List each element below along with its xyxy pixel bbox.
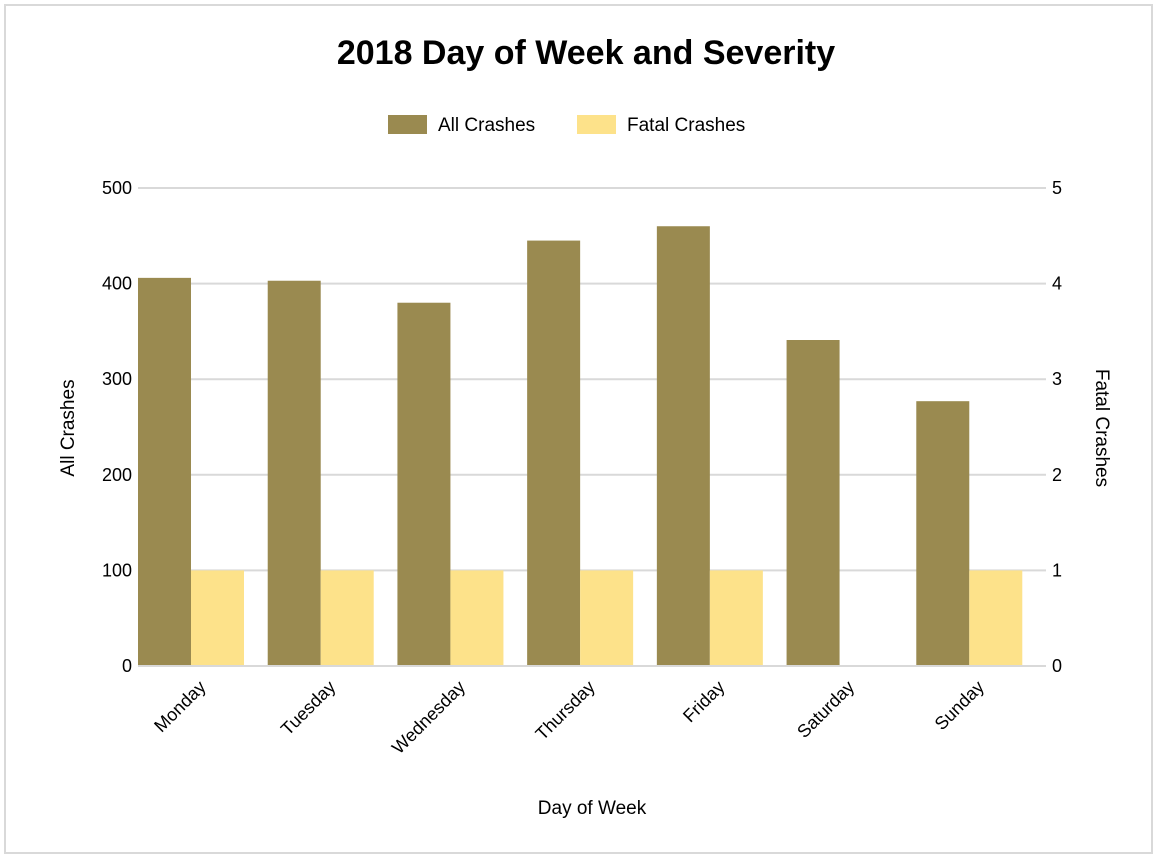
y-tick-label: 300: [102, 369, 132, 389]
legend-label-all-crashes: All Crashes: [438, 115, 535, 136]
y2-tick-label: 1: [1052, 560, 1062, 580]
x-axis-title: Day of Week: [538, 798, 647, 819]
y2-tick-label: 3: [1052, 369, 1062, 389]
x-tick-label: Sunday: [931, 677, 988, 734]
bar-all-crashes-monday: [138, 277, 191, 666]
bar-fatal-crashes-monday: [191, 570, 244, 666]
bar-all-crashes-thursday: [527, 240, 581, 666]
y-tick-label: 500: [102, 178, 132, 198]
chart-title: 2018 Day of Week and Severity: [337, 34, 835, 72]
y-axis-title: All Crashes: [58, 379, 79, 476]
x-tick-label: Friday: [679, 677, 729, 727]
bar-all-crashes-friday: [656, 226, 710, 667]
y2-tick-label: 2: [1052, 465, 1062, 485]
legend-swatch-fatal-crashes: [577, 115, 616, 134]
x-tick-label: Wednesday: [388, 677, 469, 758]
bar-fatal-crashes-tuesday: [320, 570, 374, 666]
y2-tick-label: 5: [1052, 178, 1062, 198]
legend-label-fatal-crashes: Fatal Crashes: [627, 115, 745, 136]
x-tick-label: Thursday: [532, 677, 599, 744]
y2-tick-label: 4: [1052, 274, 1062, 294]
y-tick-label: 100: [102, 560, 132, 580]
x-tick-label: Saturday: [793, 677, 858, 742]
legend: All Crashes Fatal Crashes: [388, 115, 745, 136]
y-left-ticks: 0 100 200 300 400 500: [102, 178, 132, 676]
y2-tick-label: 0: [1052, 656, 1062, 676]
x-ticks: Monday Tuesday Wednesday Thursday Friday Satu…: [150, 677, 988, 758]
legend-swatch-all-crashes: [388, 115, 427, 134]
bar-fatal-crashes-wednesday: [450, 570, 504, 666]
bar-all-crashes-wednesday: [397, 302, 451, 666]
y-tick-label: 400: [102, 274, 132, 294]
y-right-ticks: 0 1 2 3 4 5: [1052, 178, 1062, 676]
bar-fatal-crashes-sunday: [969, 570, 1023, 666]
bar-all-crashes-tuesday: [267, 280, 321, 666]
bar-fatal-crashes-thursday: [580, 570, 634, 666]
x-tick-label: Tuesday: [277, 677, 339, 739]
bar-all-crashes-sunday: [916, 401, 970, 666]
x-tick-label: Monday: [150, 677, 209, 736]
bar-all-crashes-saturday: [786, 340, 840, 666]
bar-fatal-crashes-friday: [709, 570, 763, 666]
y2-axis-title: Fatal Crashes: [1091, 369, 1112, 487]
y-tick-label: 0: [122, 656, 132, 676]
y-tick-label: 200: [102, 465, 132, 485]
bars: [138, 226, 1023, 667]
